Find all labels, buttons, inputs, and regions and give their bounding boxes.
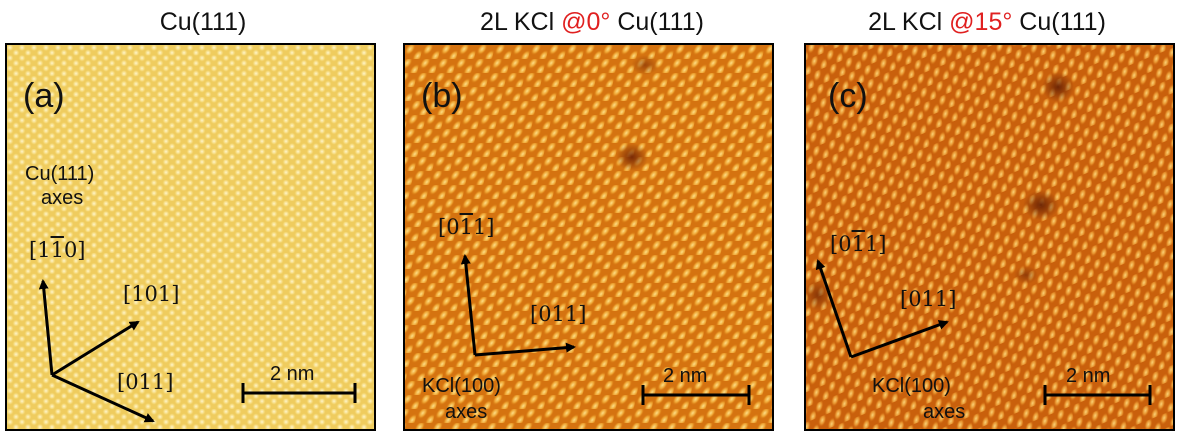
stm-image-kcl-15deg: (c) [011] [011] KCl(100) axes 2 nm — [804, 43, 1175, 431]
direction-label-101: [101] — [123, 282, 180, 306]
atomic-lattice-image — [405, 45, 772, 429]
surface-defect — [1042, 72, 1074, 102]
angle-accent: @15° — [949, 8, 1013, 36]
axes-caption-line2: axes — [923, 401, 966, 423]
direction-label-0-11: [011] — [830, 232, 887, 256]
panel-label: (b) — [421, 77, 463, 115]
atomic-lattice-image — [806, 45, 1173, 429]
axes-caption-line1: KCl(100) — [872, 375, 951, 397]
surface-defect — [1014, 266, 1038, 284]
panel-c-title: 2L KCl @15° Cu(111) — [868, 8, 1106, 36]
stm-image-cu111: (a) Cu(111) axes [110] [101] [011] 2 nm — [5, 43, 376, 431]
stm-image-kcl-0deg: (b) [011] [011] KCl(100) axes 2 nm — [403, 43, 774, 431]
scale-bar-label: 2 nm — [1066, 365, 1111, 387]
panel-b-title: 2L KCl @0° Cu(111) — [480, 8, 704, 36]
direction-label-0-11: [011] — [438, 215, 495, 239]
direction-label-011: [011] — [530, 302, 587, 326]
surface-defect — [1023, 190, 1059, 220]
axes-caption-line2: axes — [41, 187, 84, 209]
scale-bar-label: 2 nm — [270, 363, 315, 385]
direction-label-011: [011] — [117, 370, 174, 394]
direction-label-011: [011] — [900, 287, 957, 311]
surface-defect — [616, 143, 648, 171]
angle-accent: @0° — [561, 8, 611, 36]
axes-caption-line1: Cu(111) — [25, 163, 95, 185]
surface-defect — [631, 55, 659, 75]
scale-bar-label: 2 nm — [663, 365, 708, 387]
axes-caption-line1: KCl(100) — [422, 375, 501, 397]
panel-a-title: Cu(111) — [159, 8, 247, 36]
direction-label-1-10: [110] — [29, 238, 86, 262]
axes-caption-line2: axes — [445, 401, 488, 423]
panel-label: (c) — [828, 77, 868, 115]
panel-label: (a) — [23, 77, 65, 115]
